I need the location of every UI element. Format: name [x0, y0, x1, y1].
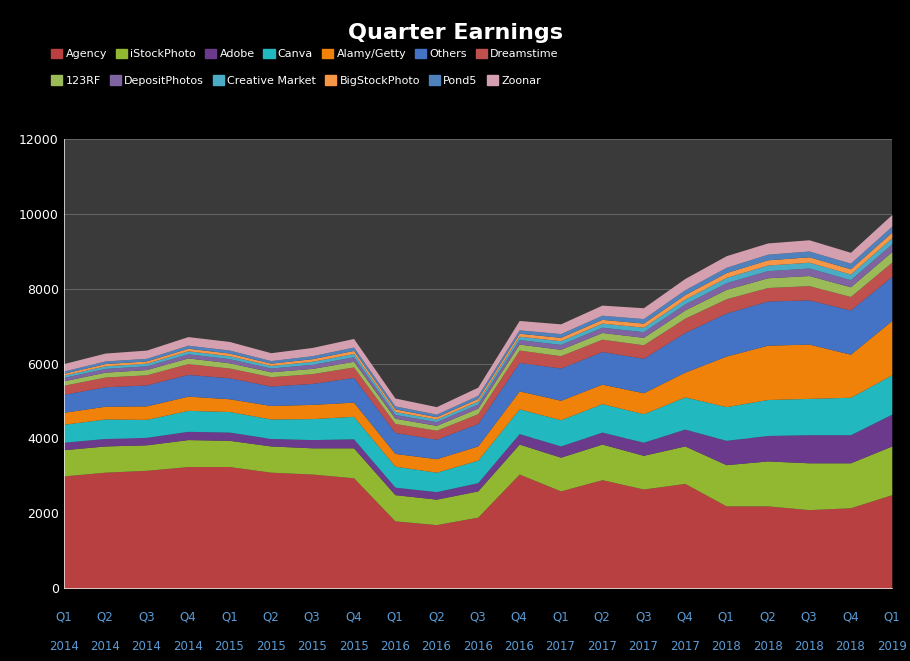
Text: 2017: 2017	[670, 640, 700, 653]
Text: Q4: Q4	[179, 611, 197, 624]
Text: Q1: Q1	[387, 611, 403, 624]
Text: Q4: Q4	[345, 611, 362, 624]
Text: 2016: 2016	[421, 640, 451, 653]
Text: Q1: Q1	[552, 611, 569, 624]
Text: 2016: 2016	[463, 640, 492, 653]
Text: Quarter Earnings: Quarter Earnings	[348, 23, 562, 43]
Text: Q3: Q3	[304, 611, 320, 624]
Text: 2014: 2014	[90, 640, 120, 653]
Text: 2018: 2018	[753, 640, 783, 653]
Text: Q2: Q2	[96, 611, 114, 624]
Text: 2014: 2014	[49, 640, 78, 653]
Text: 2018: 2018	[712, 640, 741, 653]
Text: Q2: Q2	[428, 611, 445, 624]
Text: 2014: 2014	[132, 640, 161, 653]
Text: 2017: 2017	[629, 640, 658, 653]
Text: Q2: Q2	[759, 611, 776, 624]
Text: 2017: 2017	[546, 640, 575, 653]
Text: 2015: 2015	[215, 640, 244, 653]
Text: Q4: Q4	[511, 611, 528, 624]
Text: 2017: 2017	[587, 640, 617, 653]
Text: 2018: 2018	[835, 640, 865, 653]
Text: 2015: 2015	[339, 640, 369, 653]
Text: Q4: Q4	[842, 611, 859, 624]
Legend: Agency, iStockPhoto, Adobe, Canva, Alamy/Getty, Others, Dreamstime: Agency, iStockPhoto, Adobe, Canva, Alamy…	[51, 48, 559, 59]
Text: Q3: Q3	[138, 611, 155, 624]
Text: Q2: Q2	[593, 611, 611, 624]
Text: Q4: Q4	[676, 611, 693, 624]
Text: 2016: 2016	[504, 640, 534, 653]
Text: Q1: Q1	[56, 611, 72, 624]
Text: Q1: Q1	[884, 611, 900, 624]
Text: Q2: Q2	[262, 611, 279, 624]
Legend: 123RF, DepositPhotos, Creative Market, BigStockPhoto, Pond5, Zoonar: 123RF, DepositPhotos, Creative Market, B…	[51, 75, 541, 86]
Text: Q1: Q1	[718, 611, 734, 624]
Text: 2015: 2015	[298, 640, 327, 653]
Text: 2016: 2016	[380, 640, 410, 653]
Text: 2014: 2014	[173, 640, 203, 653]
Text: Q3: Q3	[801, 611, 817, 624]
Text: Q1: Q1	[221, 611, 238, 624]
Text: 2018: 2018	[794, 640, 824, 653]
Text: 2015: 2015	[256, 640, 286, 653]
Text: Q3: Q3	[470, 611, 486, 624]
Text: Q3: Q3	[635, 611, 652, 624]
Text: 2019: 2019	[877, 640, 906, 653]
